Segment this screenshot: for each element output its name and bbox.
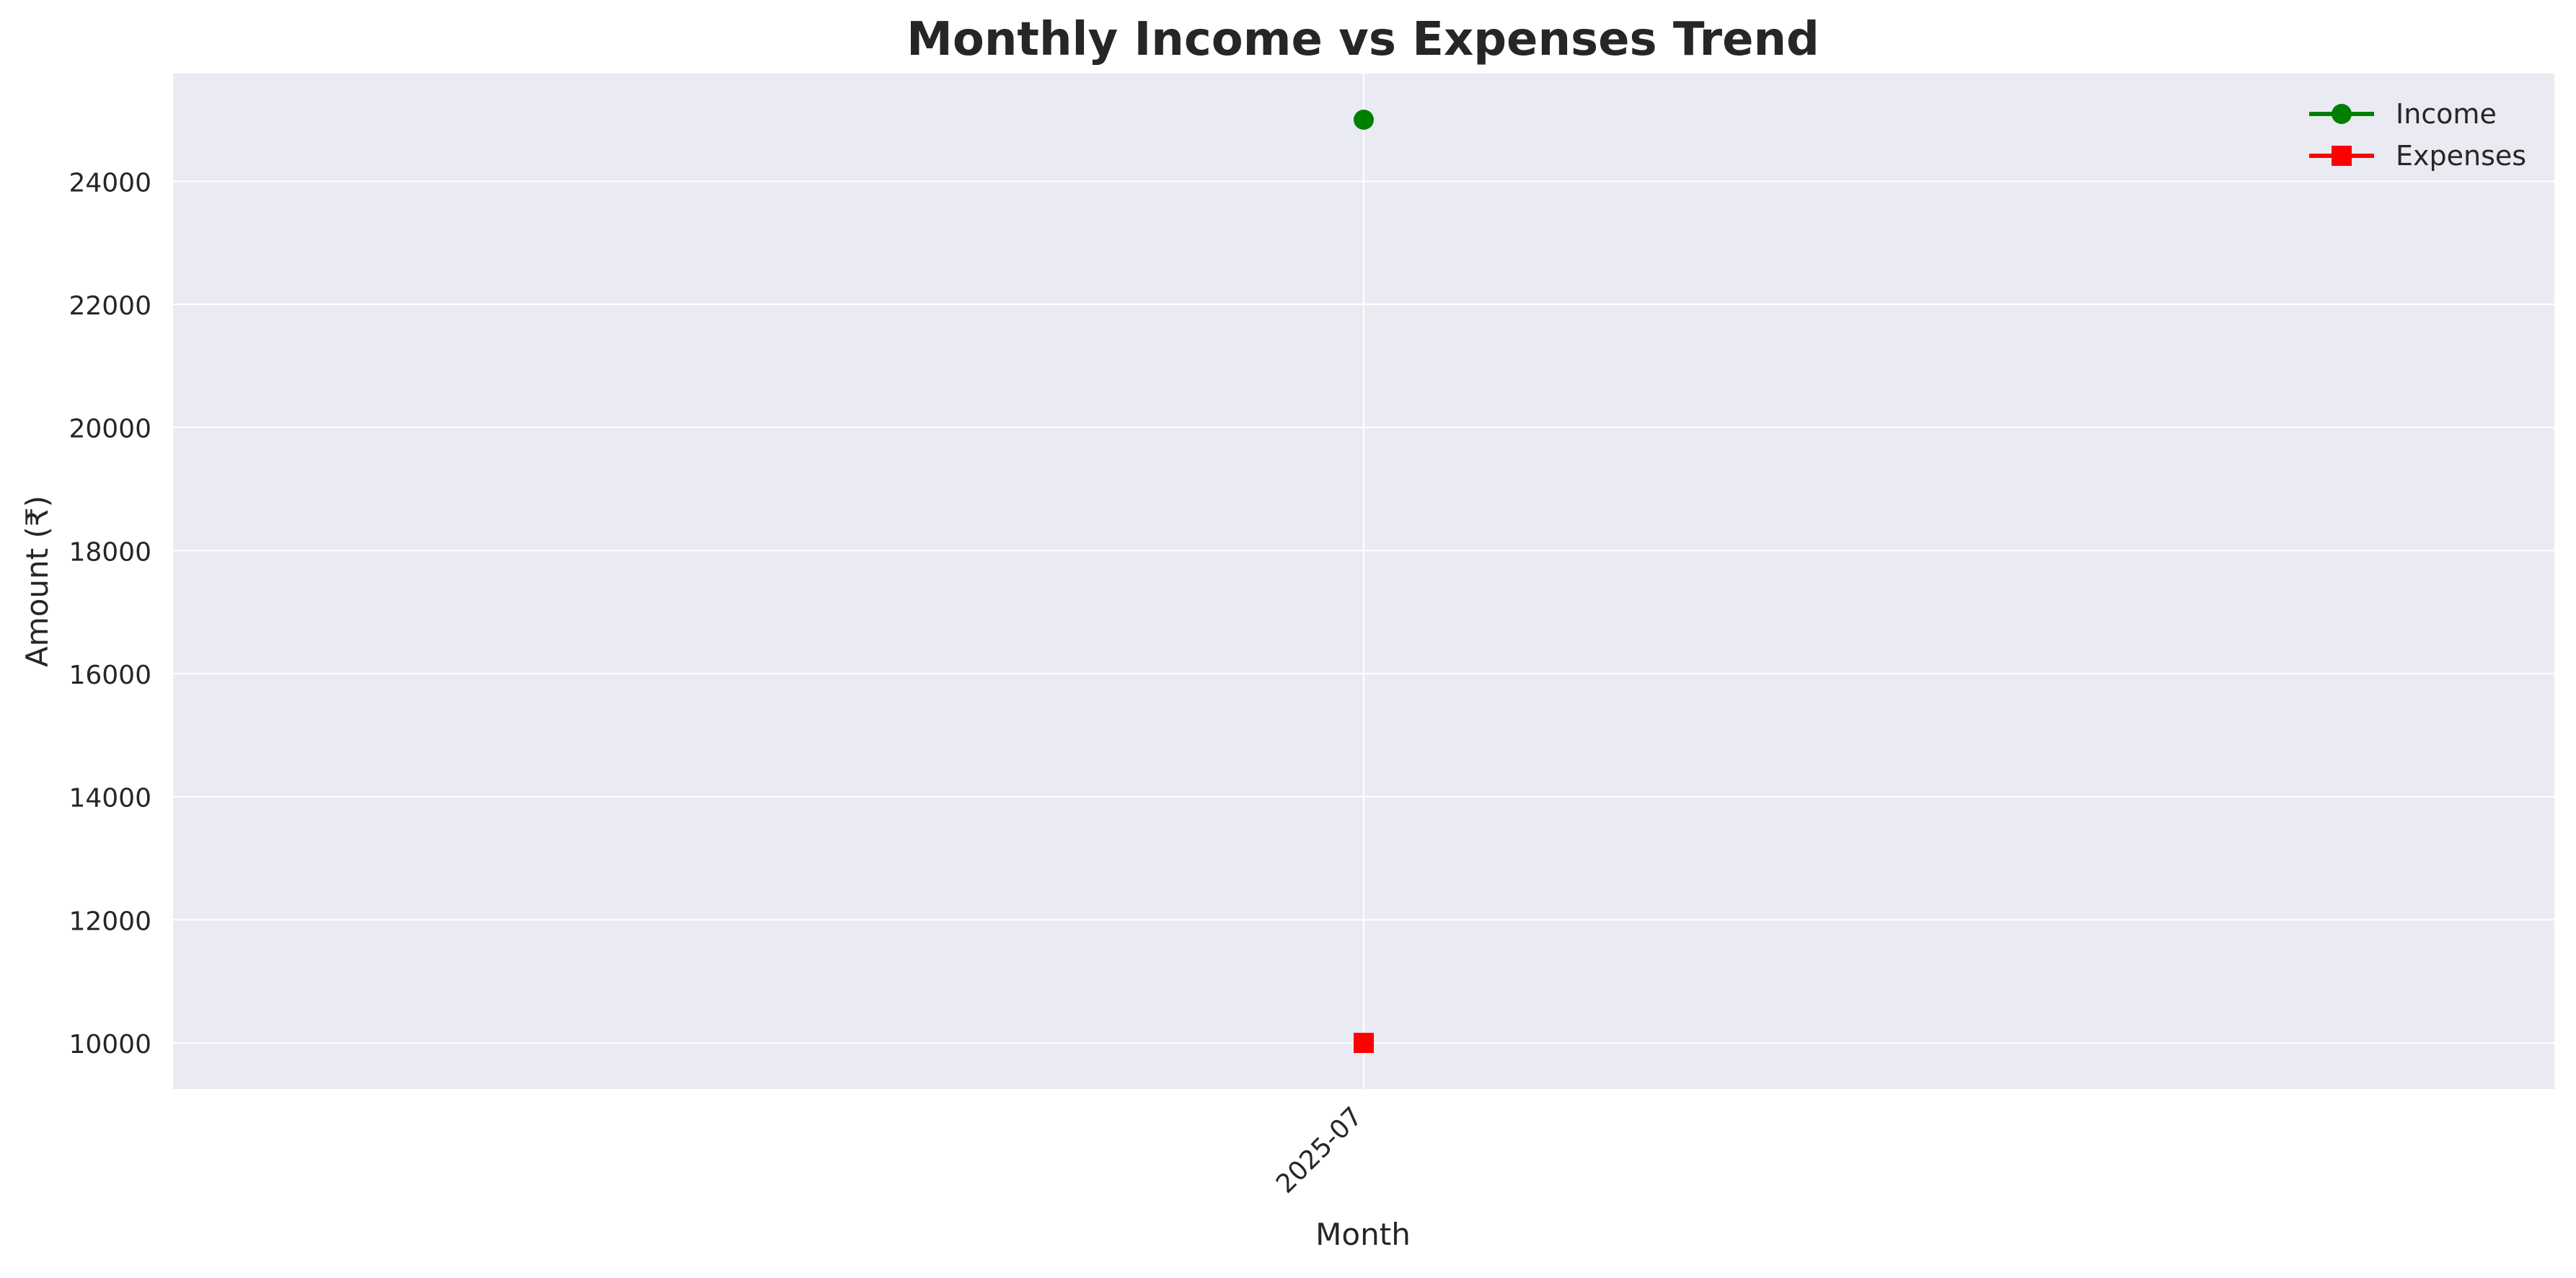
legend: Income Expenses (2309, 98, 2526, 172)
grid-lines (173, 74, 2554, 1089)
y-axis-ticks: 10000 12000 14000 16000 18000 20000 22000 24000 (69, 168, 151, 1059)
y-tick-label: 14000 (69, 784, 151, 814)
legend-label-income: Income (2396, 98, 2497, 130)
data-series (1354, 110, 1374, 1053)
x-axis-label: Month (1315, 1217, 1411, 1252)
y-tick-label: 16000 (69, 661, 151, 690)
y-tick-label: 20000 (69, 415, 151, 444)
data-point-expenses (1354, 1033, 1374, 1053)
legend-marker-expenses (2332, 146, 2352, 166)
y-tick-label: 18000 (69, 537, 151, 567)
chart-title: Monthly Income vs Expenses Trend (907, 13, 1819, 66)
y-axis-label: Amount (₹) (19, 495, 55, 667)
y-tick-label: 22000 (69, 291, 151, 321)
legend-marker-income (2332, 104, 2352, 124)
data-point-income (1354, 110, 1374, 130)
y-tick-label: 12000 (69, 907, 151, 936)
legend-label-expenses: Expenses (2396, 140, 2526, 172)
y-tick-label: 24000 (69, 168, 151, 198)
y-tick-label: 10000 (69, 1030, 151, 1059)
